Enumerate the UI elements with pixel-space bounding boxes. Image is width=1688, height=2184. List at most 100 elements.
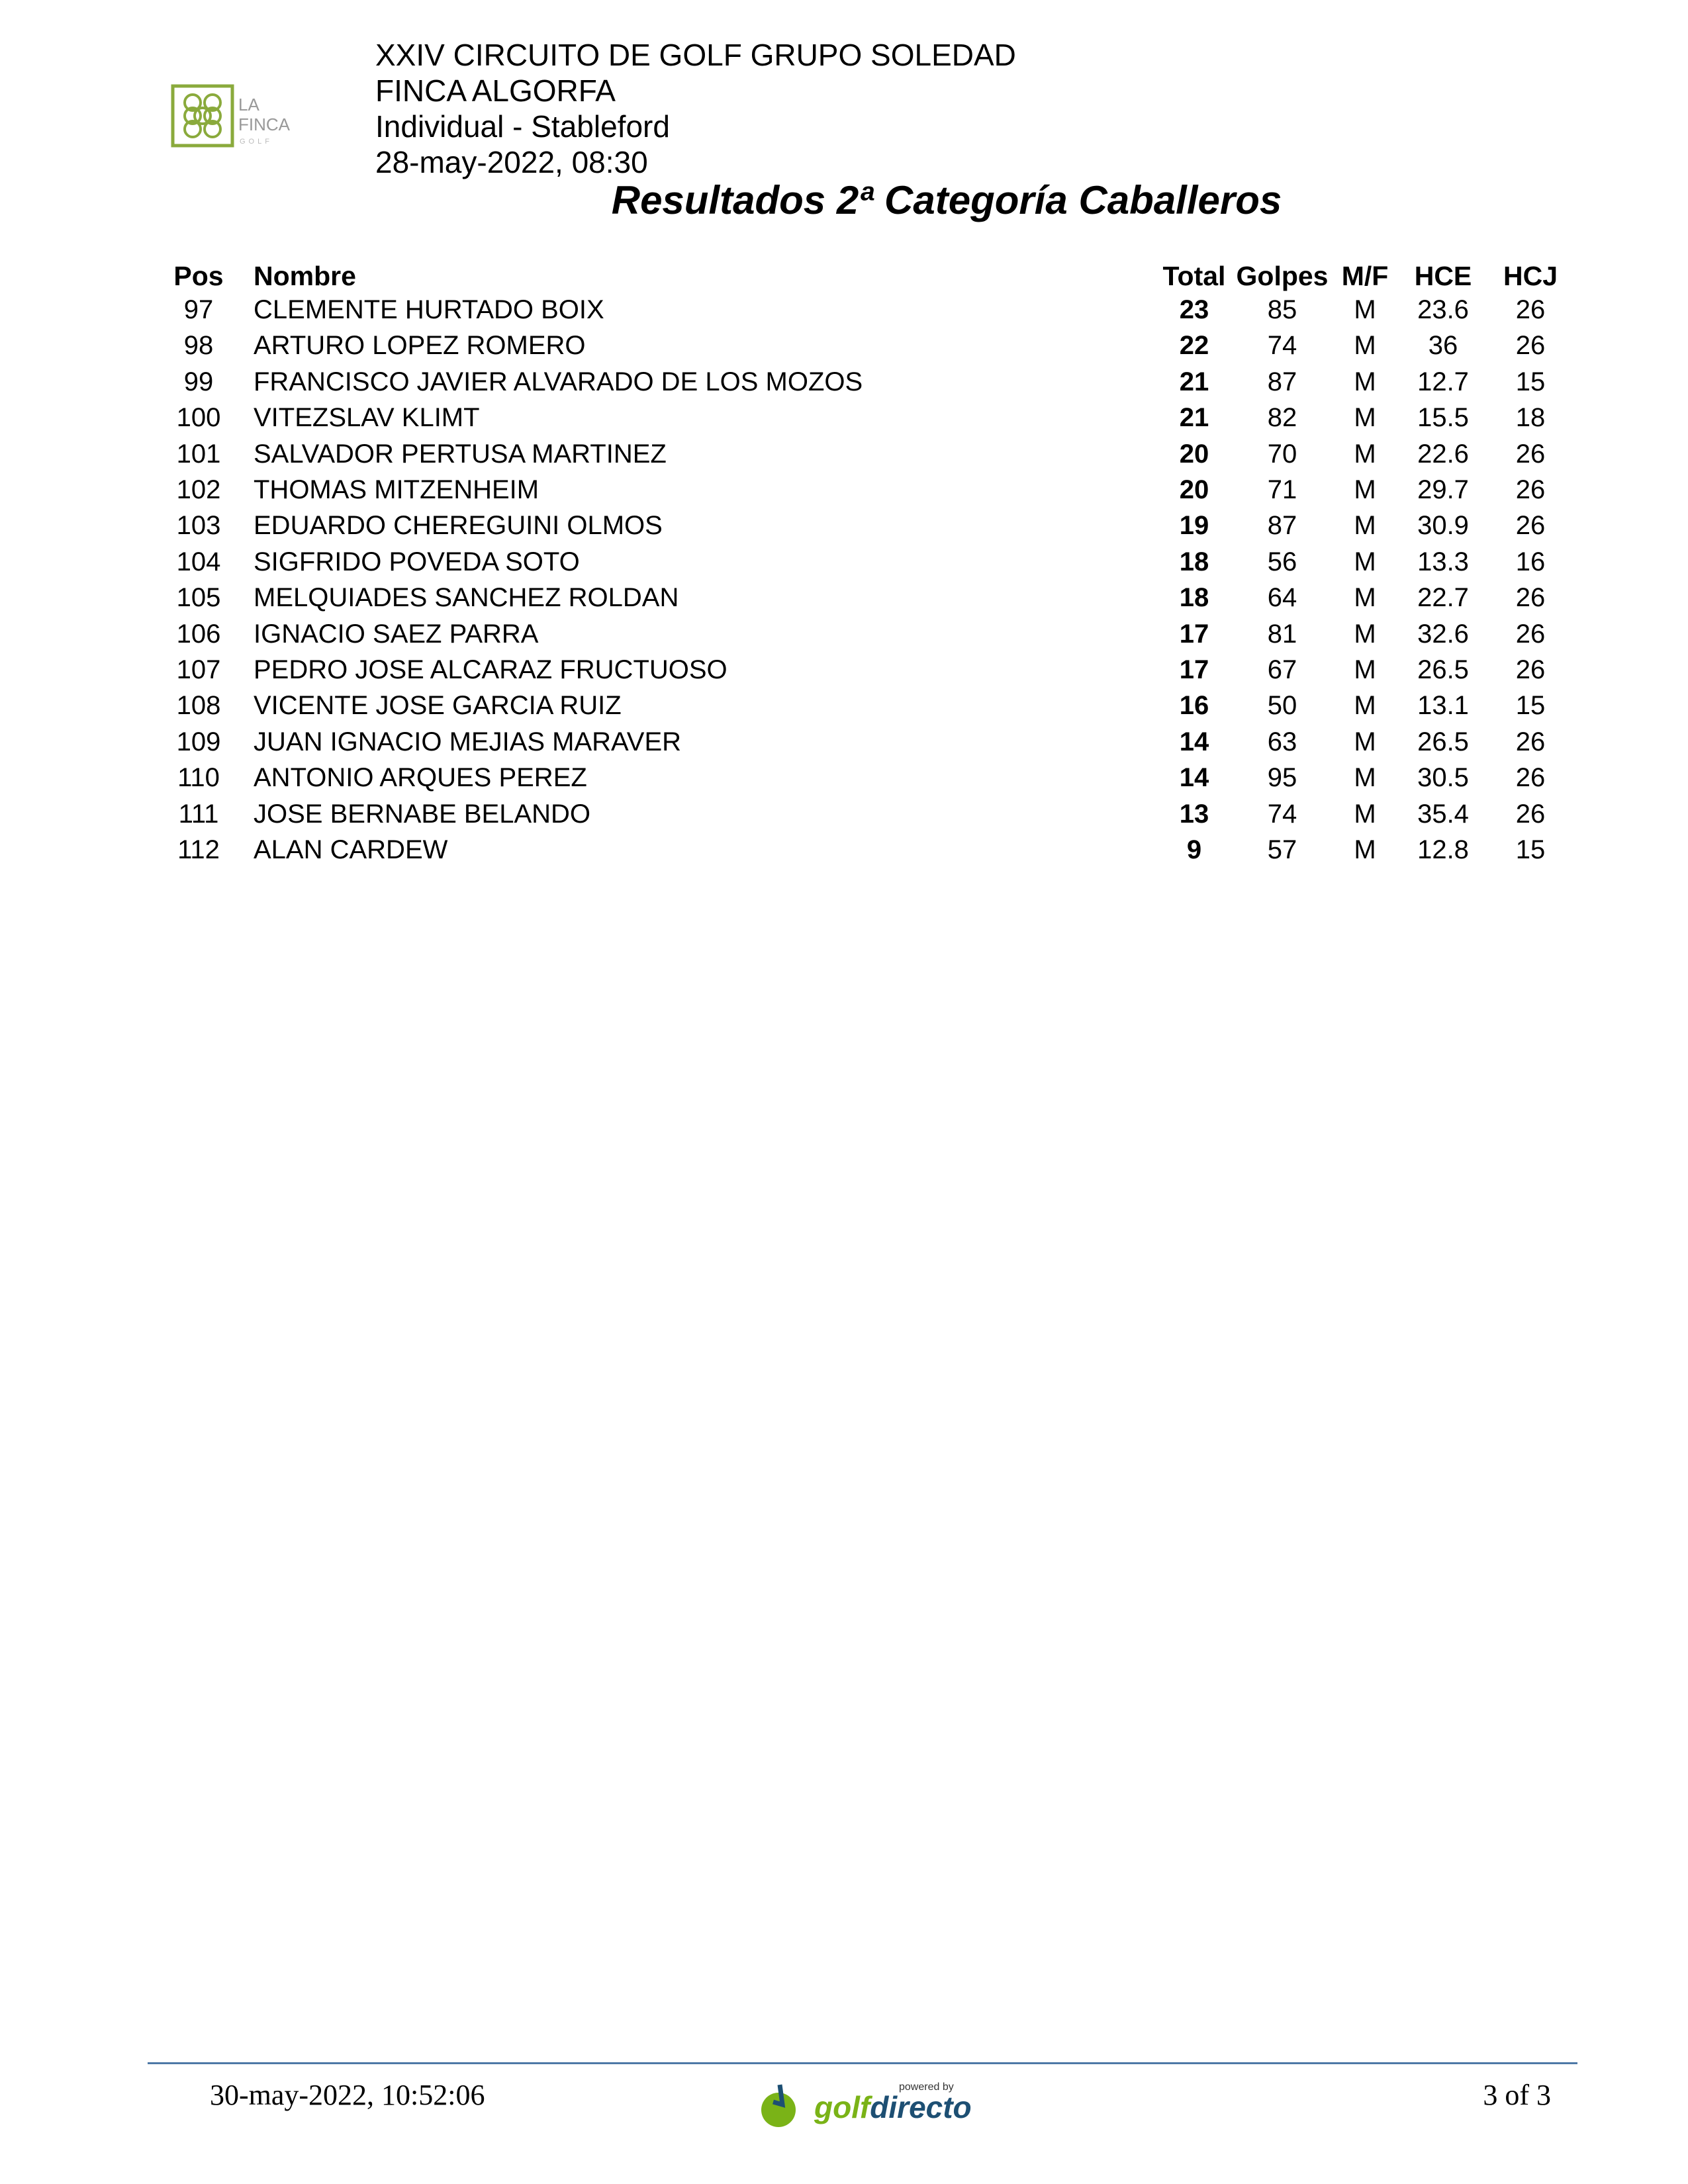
cell-hcj: 26	[1515, 619, 1546, 649]
cell-nombre: ANTONIO ARQUES PEREZ	[254, 763, 587, 793]
cell-hcj: 26	[1515, 295, 1546, 324]
cell-total: 22	[1179, 331, 1209, 361]
cell-hcj: 15	[1515, 691, 1546, 721]
cell-mf: M	[1354, 655, 1376, 684]
cell-total: 19	[1179, 511, 1209, 541]
event-title: XXIV CIRCUITO DE GOLF GRUPO SOLEDAD	[375, 38, 1016, 72]
cell-total: 18	[1179, 583, 1209, 613]
cell-hce: 22.7	[1417, 583, 1469, 613]
table-row: 100 VITEZSLAV KLIMT 21 82 M 15.5 18	[0, 403, 1688, 439]
cell-total: 21	[1179, 403, 1209, 433]
cell-hcj: 26	[1515, 583, 1546, 613]
cell-pos: 98	[183, 331, 214, 361]
col-header-golpes: Golpes	[1236, 261, 1329, 291]
cell-hce: 36	[1428, 331, 1458, 361]
cell-nombre: VICENTE JOSE GARCIA RUIZ	[254, 691, 622, 721]
cell-hcj: 26	[1515, 655, 1546, 684]
cell-hce: 29.7	[1417, 475, 1469, 504]
cell-pos: 105	[176, 583, 221, 613]
page-number: 3 of 3	[1483, 2079, 1551, 2111]
cell-hce: 15.5	[1417, 403, 1469, 433]
cell-mf: M	[1354, 331, 1376, 361]
event-date: 28-may-2022, 08:30	[375, 145, 648, 179]
format: Individual - Stableford	[375, 109, 670, 144]
cell-pos: 109	[176, 727, 221, 756]
col-header-nombre: Nombre	[254, 261, 356, 291]
col-header-hcj: HCJ	[1503, 261, 1558, 291]
cell-pos: 102	[176, 475, 221, 504]
cell-hcj: 15	[1515, 367, 1546, 396]
cell-nombre: EDUARDO CHEREGUINI OLMOS	[254, 511, 663, 541]
table-row: 107 PEDRO JOSE ALCARAZ FRUCTUOSO 17 67 M 26.5…	[0, 655, 1688, 691]
cell-golpes: 87	[1267, 511, 1297, 541]
cell-hcj: 26	[1515, 475, 1546, 504]
cell-hcj: 26	[1515, 511, 1546, 541]
cell-pos: 97	[183, 295, 214, 324]
cell-golpes: 74	[1267, 331, 1297, 361]
col-header-mf: M/F	[1341, 261, 1389, 291]
cell-golpes: 85	[1267, 295, 1297, 324]
cell-hce: 23.6	[1417, 295, 1469, 324]
cell-pos: 106	[176, 619, 221, 649]
cell-mf: M	[1354, 547, 1376, 576]
cell-hcj: 26	[1515, 727, 1546, 756]
cell-mf: M	[1354, 583, 1376, 613]
cell-hce: 30.9	[1417, 511, 1469, 541]
table-row: 101 SALVADOR PERTUSA MARTINEZ 20 70 M 22.6 26	[0, 439, 1688, 475]
cell-golpes: 70	[1267, 439, 1297, 469]
cell-nombre: PEDRO JOSE ALCARAZ FRUCTUOSO	[254, 655, 727, 684]
cell-nombre: ALAN CARDEW	[254, 835, 448, 864]
cell-golpes: 67	[1267, 655, 1297, 684]
cell-golpes: 63	[1267, 727, 1297, 756]
cell-nombre: VITEZSLAV KLIMT	[254, 403, 480, 433]
cell-hce: 26.5	[1417, 727, 1469, 756]
table-row: 99 FRANCISCO JAVIER ALVARADO DE LOS MOZOS…	[0, 367, 1688, 403]
cell-nombre: THOMAS MITZENHEIM	[254, 475, 539, 504]
table-row: 102 THOMAS MITZENHEIM 20 71 M 29.7 26	[0, 475, 1688, 511]
cell-hcj: 18	[1515, 403, 1546, 433]
golfdirecto-logo: powered by golfdirecto	[753, 2078, 972, 2131]
cell-hce: 12.7	[1417, 367, 1469, 396]
cell-pos: 103	[176, 511, 221, 541]
page-title: Resultados 2ª Categoría Caballeros	[611, 178, 1282, 222]
cell-golpes: 74	[1267, 799, 1297, 829]
cell-golpes: 81	[1267, 619, 1297, 649]
cell-pos: 104	[176, 547, 221, 576]
cell-hce: 12.8	[1417, 835, 1469, 864]
la-finca-logo: LA FINCA GOLF	[171, 83, 306, 149]
col-header-hce: HCE	[1414, 261, 1472, 291]
cell-mf: M	[1354, 403, 1376, 433]
cell-nombre: SALVADOR PERTUSA MARTINEZ	[254, 439, 667, 469]
cell-golpes: 50	[1267, 691, 1297, 721]
cell-golpes: 95	[1267, 763, 1297, 793]
svg-text:LA: LA	[238, 95, 259, 114]
cell-mf: M	[1354, 439, 1376, 469]
cell-total: 17	[1179, 655, 1209, 684]
cell-total: 9	[1186, 835, 1202, 864]
svg-text:golfdirecto: golfdirecto	[814, 2090, 972, 2124]
svg-text:GOLF: GOLF	[240, 138, 273, 146]
cell-golpes: 71	[1267, 475, 1297, 504]
cell-golpes: 64	[1267, 583, 1297, 613]
cell-pos: 107	[176, 655, 221, 684]
table-row: 105 MELQUIADES SANCHEZ ROLDAN 18 64 M 22.7 26	[0, 583, 1688, 619]
cell-total: 21	[1179, 367, 1209, 396]
cell-pos: 101	[176, 439, 221, 469]
cell-hcj: 15	[1515, 835, 1546, 864]
cell-mf: M	[1354, 511, 1376, 541]
cell-hcj: 16	[1515, 547, 1546, 576]
cell-total: 14	[1179, 763, 1209, 793]
svg-text:FINCA: FINCA	[238, 114, 291, 134]
cell-nombre: MELQUIADES SANCHEZ ROLDAN	[254, 583, 679, 613]
cell-total: 13	[1179, 799, 1209, 829]
cell-mf: M	[1354, 763, 1376, 793]
cell-mf: M	[1354, 835, 1376, 864]
cell-golpes: 57	[1267, 835, 1297, 864]
cell-hce: 35.4	[1417, 799, 1469, 829]
cell-mf: M	[1354, 475, 1376, 504]
cell-total: 20	[1179, 439, 1209, 469]
table-row: 110 ANTONIO ARQUES PEREZ 14 95 M 30.5 26	[0, 763, 1688, 799]
cell-hce: 13.3	[1417, 547, 1469, 576]
cell-mf: M	[1354, 295, 1376, 324]
table-row: 97 CLEMENTE HURTADO BOIX 23 85 M 23.6 26	[0, 295, 1688, 331]
